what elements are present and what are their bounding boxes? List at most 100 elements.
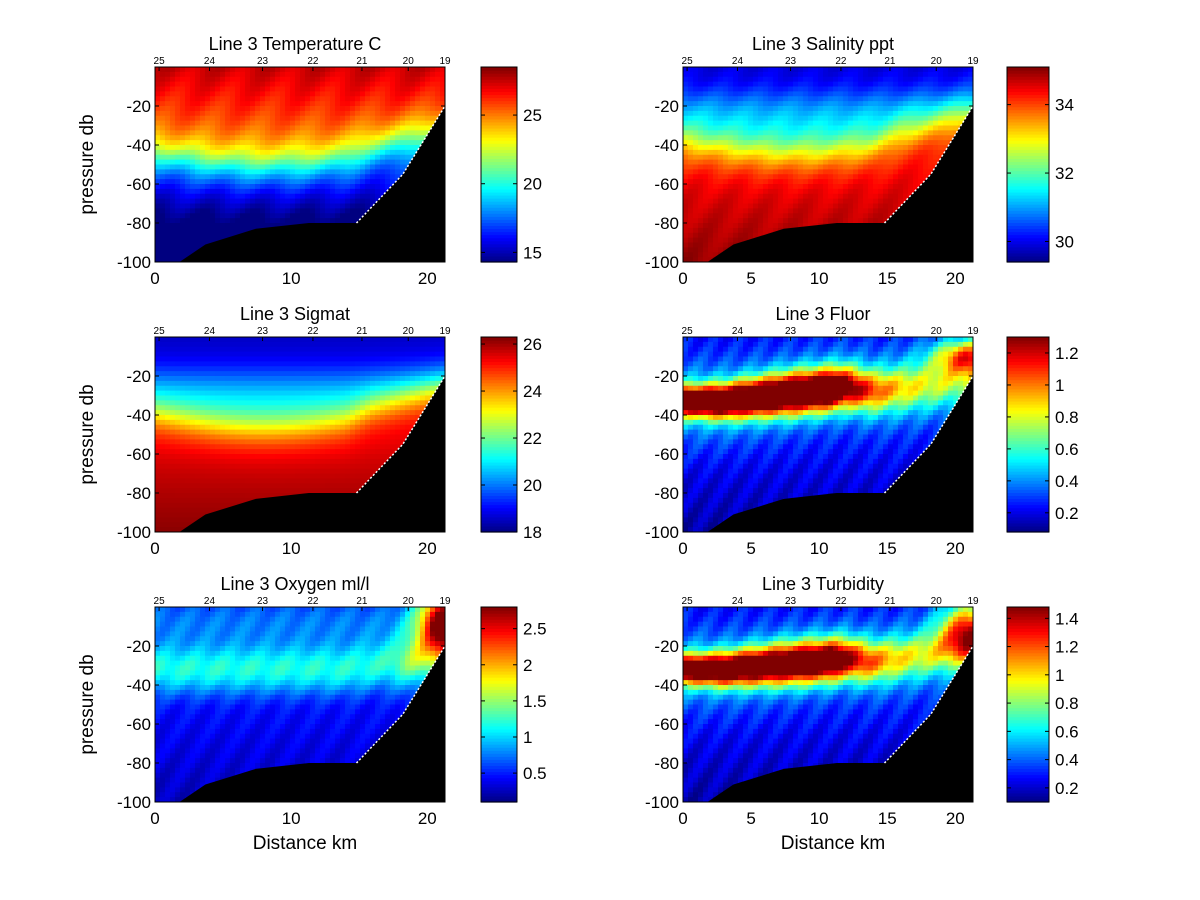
slope-edge: [883, 645, 974, 764]
y-tick-label: -20: [126, 97, 151, 116]
x-tick-label: 20: [418, 539, 437, 558]
colorbar-tick-label: 32: [1055, 164, 1074, 183]
station-label: 25: [682, 326, 694, 337]
colorbar-tick-label: 15: [523, 243, 542, 262]
station-label: 19: [439, 326, 451, 337]
station-label: 21: [356, 56, 368, 67]
y-tick-label: -40: [126, 676, 151, 695]
x-tick-label: 10: [282, 809, 301, 828]
x-tick-label: 0: [150, 269, 159, 288]
slope-edge: [355, 645, 446, 764]
station-label: 20: [931, 326, 943, 337]
y-tick-label: -80: [126, 484, 151, 503]
x-tick-label: 0: [678, 809, 687, 828]
x-tick-label: 20: [946, 809, 965, 828]
x-axis-label: Distance km: [781, 833, 886, 854]
colorbar: 0.5 1 1.5 2 2.5: [480, 606, 547, 803]
colorbar-tick-label: 20: [523, 476, 542, 495]
colorbar-tick-label: 0.4: [1055, 751, 1079, 770]
y-tick-label: -100: [117, 793, 151, 812]
chart-title: Line 3 Temperature C: [209, 34, 382, 54]
y-tick-label: -20: [654, 367, 679, 386]
station-label: 23: [785, 326, 797, 337]
y-tick-label: -100: [645, 523, 679, 542]
colorbar-tick-label: 25: [523, 106, 542, 125]
station-label: 19: [967, 596, 979, 607]
x-axis-label: Distance km: [253, 833, 358, 854]
seafloor: [683, 106, 973, 262]
axes-box: [154, 606, 446, 803]
x-tick-label: 0: [150, 539, 159, 558]
y-tick-label: -80: [654, 214, 679, 233]
colorbar-tick-label: 20: [523, 175, 542, 194]
y-tick-label: -40: [654, 676, 679, 695]
colorbar-tick-label: 1.4: [1055, 609, 1079, 628]
colorbar: 18 20 22 24 26: [480, 335, 542, 542]
axes-box: [682, 66, 974, 263]
station-label: 21: [884, 596, 896, 607]
y-tick-label: -100: [645, 253, 679, 272]
colorbar-tick-label: 2: [523, 656, 532, 675]
y-tick-label: -60: [126, 445, 151, 464]
station-label: 22: [835, 596, 847, 607]
x-tick-label: 10: [282, 269, 301, 288]
x-tick-label: 0: [150, 809, 159, 828]
y-tick-label: -60: [654, 175, 679, 194]
y-tick-label: -60: [654, 445, 679, 464]
x-tick-label: 20: [946, 269, 965, 288]
y-tick-label: -80: [126, 214, 151, 233]
y-axis-label: pressure db: [77, 114, 98, 214]
station-label: 21: [356, 326, 368, 337]
x-tick-label: 5: [746, 809, 755, 828]
colorbar-tick-label: 0.6: [1055, 722, 1079, 741]
colorbar-tick-label: 2.5: [523, 620, 547, 639]
axes-box: [154, 336, 446, 533]
chart-title: Line 3 Salinity ppt: [752, 34, 894, 54]
y-tick-label: -80: [126, 754, 151, 773]
colorbar-tick-label: 0.2: [1055, 779, 1079, 798]
colorbar-tick-label: 30: [1055, 232, 1074, 251]
station-label: 23: [257, 56, 269, 67]
colorbar-tick-label: 0.4: [1055, 472, 1079, 491]
station-label: 20: [403, 326, 415, 337]
x-tick-label: 10: [282, 539, 301, 558]
station-label: 25: [682, 56, 694, 67]
colorbar-tick-label: 26: [523, 335, 542, 354]
chart-title: Line 3 Sigmat: [240, 304, 350, 324]
station-label: 21: [884, 56, 896, 67]
y-axis-label: pressure db: [77, 654, 98, 754]
y-tick-label: -60: [654, 715, 679, 734]
axes-box: [682, 606, 974, 803]
station-label: 19: [967, 326, 979, 337]
x-tick-label: 15: [878, 539, 897, 558]
colorbar-tick-label: 0.8: [1055, 694, 1079, 713]
station-label: 22: [307, 326, 319, 337]
y-tick-label: -100: [117, 253, 151, 272]
slope-edge: [355, 105, 446, 224]
station-label: 19: [967, 56, 979, 67]
y-tick-label: -40: [126, 406, 151, 425]
station-label: 19: [439, 56, 451, 67]
y-axis-label: pressure db: [77, 384, 98, 484]
x-tick-label: 15: [878, 269, 897, 288]
station-label: 19: [439, 596, 451, 607]
x-tick-label: 10: [810, 539, 829, 558]
station-label: 21: [356, 596, 368, 607]
colorbar-tick-label: 24: [523, 382, 542, 401]
x-tick-label: 20: [946, 539, 965, 558]
station-label: 24: [732, 56, 744, 67]
chart-title: Line 3 Oxygen ml/l: [220, 574, 369, 594]
y-tick-label: -20: [654, 637, 679, 656]
seafloor: [155, 646, 445, 802]
x-tick-label: 5: [746, 269, 755, 288]
seafloor: [683, 376, 973, 532]
station-label: 25: [154, 596, 166, 607]
x-tick-label: 10: [810, 809, 829, 828]
colorbar: 0.2 0.4 0.6 0.8 1 1.2 1.4: [1006, 606, 1079, 803]
colorbar-tick-label: 0.2: [1055, 504, 1079, 523]
colorbar-tick-label: 0.5: [523, 764, 547, 783]
